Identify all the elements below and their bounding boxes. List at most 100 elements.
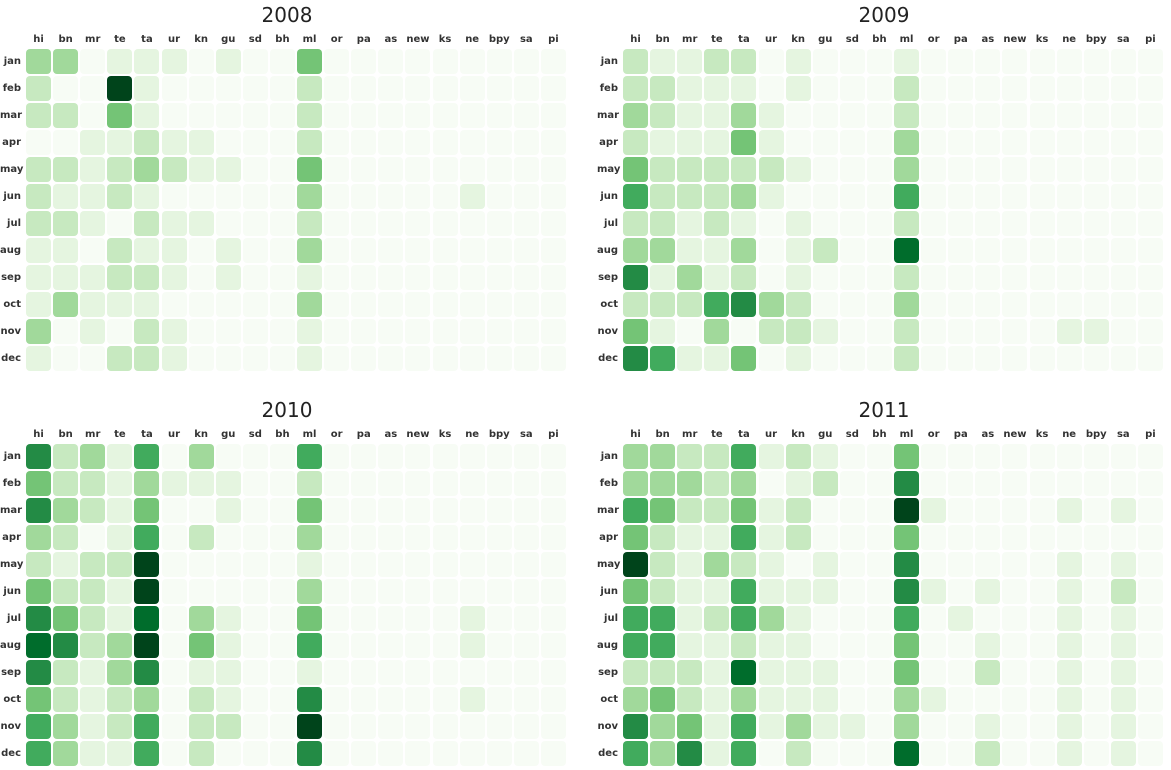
heatmap-cell-dec-or — [324, 741, 350, 766]
heatmap-cell-dec-or — [921, 346, 947, 371]
heatmap-cell-dec-pi — [1137, 741, 1163, 766]
heatmap-cell-jan-hi — [26, 444, 52, 469]
heatmap-cell-jul-kn — [785, 211, 811, 236]
heatmap-cell-aug-mr — [677, 238, 703, 263]
heatmap-cell-jan-new — [405, 444, 431, 469]
row-label-oct: oct — [3, 299, 21, 310]
heatmap-cell-may-sa — [513, 552, 539, 577]
column-label-pi: pi — [1145, 429, 1156, 440]
heatmap-cell-aug-mr — [80, 633, 106, 658]
heatmap-cell-nov-mr — [677, 319, 703, 344]
heatmap-cell-aug-te — [704, 633, 730, 658]
heatmap-cell-apr-ml — [894, 525, 920, 550]
heatmap-cell-apr-kn — [188, 525, 214, 550]
heatmap-cell-jun-ml — [297, 184, 323, 209]
heatmap-cell-nov-sd — [839, 319, 865, 344]
heatmap-cell-oct-new — [405, 292, 431, 317]
column-label-pa: pa — [356, 34, 371, 45]
heatmap-cell-nov-new — [1002, 319, 1028, 344]
heatmap-cell-aug-ml — [894, 633, 920, 658]
heatmap-cell-sep-bn — [650, 265, 676, 290]
heatmap-cell-sep-as — [975, 265, 1001, 290]
heatmap-cell-jun-ne — [1056, 579, 1082, 604]
heatmap-cell-jan-ks — [432, 49, 458, 74]
heatmap-cell-feb-bpy — [486, 76, 512, 101]
heatmap-cell-jun-mr — [80, 184, 106, 209]
heatmap-cell-oct-or — [324, 292, 350, 317]
heatmap-cell-jul-pa — [351, 606, 377, 631]
heatmap-cell-oct-kn — [188, 292, 214, 317]
column-label-sa: sa — [1116, 429, 1130, 440]
heatmap-cell-aug-ur — [758, 238, 784, 263]
column-label-ur: ur — [765, 34, 778, 45]
heatmap-cell-apr-ks — [432, 130, 458, 155]
heatmap-cell-aug-ks — [1029, 238, 1055, 263]
heatmap-cell-sep-bh — [269, 265, 295, 290]
heatmap-cell-aug-hi — [623, 633, 649, 658]
heatmap-cell-aug-ne — [1056, 633, 1082, 658]
heatmap-cell-dec-bh — [866, 741, 892, 766]
heatmap-cell-apr-pa — [948, 525, 974, 550]
heatmap-cell-oct-bn — [650, 292, 676, 317]
heatmap-cell-mar-sa — [513, 498, 539, 523]
heatmap-cell-feb-bh — [269, 76, 295, 101]
heatmap-cell-apr-ur — [758, 525, 784, 550]
heatmap-cell-mar-ne — [459, 103, 485, 128]
heatmap-cell-mar-kn — [785, 498, 811, 523]
heatmap-cell-nov-kn — [785, 714, 811, 739]
heatmap-cell-jul-ur — [758, 606, 784, 631]
heatmap-cell-dec-kn — [785, 346, 811, 371]
heatmap-panel-2011: 2011 hi bn mr te ta ur kn gu sd bh ml or pa as new ks ne b… — [597, 395, 1171, 770]
column-label-te: te — [711, 429, 723, 440]
heatmap-cell-jun-bn — [650, 184, 676, 209]
heatmap-cell-nov-bh — [866, 714, 892, 739]
heatmap-cell-oct-sa — [1110, 687, 1136, 712]
heatmap-cell-dec-sd — [242, 741, 268, 766]
heatmap-cell-apr-ne — [459, 130, 485, 155]
heatmap-cell-jan-sa — [513, 49, 539, 74]
heatmap-cell-feb-kn — [785, 76, 811, 101]
heatmap-cell-dec-hi — [26, 741, 52, 766]
heatmap-cell-oct-sd — [839, 687, 865, 712]
heatmap-cell-apr-te — [704, 130, 730, 155]
heatmap-cell-jul-bn — [650, 211, 676, 236]
heatmap-cell-may-as — [378, 552, 404, 577]
heatmap-cell-dec-hi — [623, 741, 649, 766]
heatmap-cell-dec-ta — [731, 741, 757, 766]
heatmap-cell-jul-hi — [26, 211, 52, 236]
heatmap-cell-dec-or — [324, 346, 350, 371]
heatmap-cell-jan-ne — [459, 444, 485, 469]
column-label-ne: ne — [1062, 429, 1077, 440]
heatmap-cell-oct-ta — [134, 687, 160, 712]
heatmap-cell-jun-kn — [785, 184, 811, 209]
heatmap-cell-jan-sa — [1110, 49, 1136, 74]
heatmap-cell-mar-sd — [839, 103, 865, 128]
heatmap-cell-jun-ks — [432, 579, 458, 604]
heatmap-cell-jun-new — [1002, 579, 1028, 604]
heatmap-cell-jun-pa — [948, 184, 974, 209]
heatmap-cell-jul-sd — [839, 211, 865, 236]
row-label-oct: oct — [600, 694, 618, 705]
heatmap-cell-dec-ne — [459, 346, 485, 371]
heatmap-cell-feb-ne — [459, 76, 485, 101]
heatmap-cell-jul-sa — [513, 606, 539, 631]
column-label-hi: hi — [33, 429, 44, 440]
heatmap-cell-dec-or — [921, 741, 947, 766]
heatmap-cell-feb-bn — [53, 76, 79, 101]
heatmap-cell-jan-hi — [26, 49, 52, 74]
column-label-bn: bn — [58, 429, 73, 440]
heatmap-cell-jul-kn — [785, 606, 811, 631]
heatmap-cell-apr-as — [975, 130, 1001, 155]
heatmap-cell-mar-ks — [1029, 103, 1055, 128]
heatmap-cell-nov-bpy — [486, 714, 512, 739]
heatmap-cell-jul-te — [704, 211, 730, 236]
heatmap-cell-sep-pa — [948, 660, 974, 685]
heatmap-cell-may-new — [405, 157, 431, 182]
heatmap-cell-apr-ks — [432, 525, 458, 550]
heatmap-cell-aug-as — [378, 238, 404, 263]
heatmap-cell-jun-ks — [432, 184, 458, 209]
heatmap-cell-jun-ur — [161, 579, 187, 604]
heatmap-cell-aug-sa — [513, 238, 539, 263]
heatmap-cell-may-pa — [351, 157, 377, 182]
heatmap-cell-jan-sd — [839, 49, 865, 74]
